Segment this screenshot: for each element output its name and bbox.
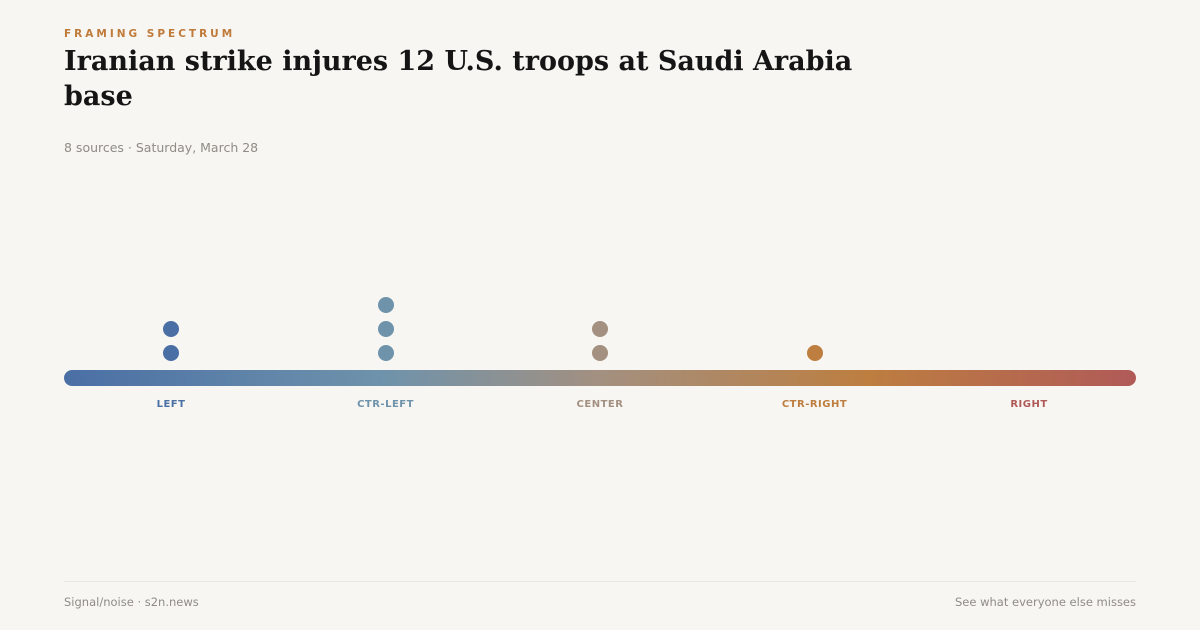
footer-divider <box>64 581 1136 582</box>
category-label-center: CENTER <box>576 399 624 410</box>
source-dot[interactable] <box>377 297 394 313</box>
category-label-left: LEFT <box>156 399 186 410</box>
spectrum-bar <box>64 370 1136 386</box>
source-dot[interactable] <box>806 345 823 361</box>
category-label-ctr-left: CTR-LEFT <box>357 399 414 410</box>
source-dot[interactable] <box>377 345 394 361</box>
page-title: Iranian strike injures 12 U.S. troops at… <box>64 46 853 112</box>
source-meta: 8 sources · Saturday, March 28 <box>64 140 259 155</box>
eyebrow-label: FRAMING SPECTRUM <box>64 28 236 40</box>
category-label-ctr-right: CTR-RIGHT <box>781 399 848 410</box>
source-dot[interactable] <box>163 321 179 337</box>
category-label-right: RIGHT <box>1010 399 1048 410</box>
footer-tagline: See what everyone else misses <box>955 595 1136 609</box>
source-dot[interactable] <box>377 321 394 337</box>
footer-brand: Signal/noise · s2n.news <box>64 595 199 609</box>
source-dot[interactable] <box>592 321 608 337</box>
source-dot[interactable] <box>592 345 608 361</box>
source-dot[interactable] <box>163 345 179 361</box>
